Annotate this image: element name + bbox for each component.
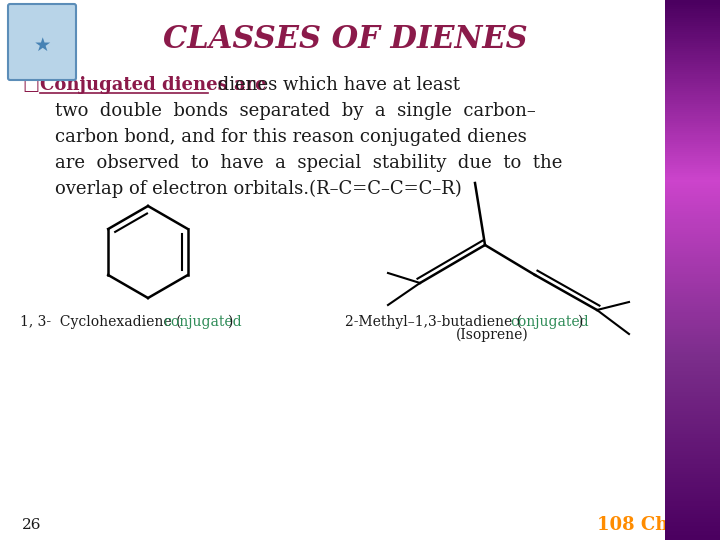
Text: carbon bond, and for this reason conjugated dienes: carbon bond, and for this reason conjuga… <box>55 128 527 146</box>
Text: two  double  bonds  separated  by  a  single  carbon–: two double bonds separated by a single c… <box>55 102 536 120</box>
Text: dienes which have at least: dienes which have at least <box>212 76 460 94</box>
Text: ): ) <box>227 315 233 329</box>
Text: conjugated: conjugated <box>510 315 589 329</box>
Text: □: □ <box>22 76 39 94</box>
Text: (Isoprene): (Isoprene) <box>456 328 528 342</box>
Text: CLASSES OF DIENES: CLASSES OF DIENES <box>163 24 527 56</box>
Text: ★: ★ <box>33 36 50 55</box>
Text: 1, 3-  Cyclohexadiene (: 1, 3- Cyclohexadiene ( <box>20 315 181 329</box>
Text: overlap of electron orbitals.(R–C=C–C=C–R): overlap of electron orbitals.(R–C=C–C=C–… <box>55 180 462 198</box>
Text: are  observed  to  have  a  special  stability  due  to  the: are observed to have a special stability… <box>55 154 562 172</box>
Text: 2-Methyl–1,3-butadiene (: 2-Methyl–1,3-butadiene ( <box>345 315 522 329</box>
Text: 108 Chem: 108 Chem <box>597 516 699 534</box>
Text: 26: 26 <box>22 518 42 532</box>
Text: Conjugated dienes are: Conjugated dienes are <box>40 76 266 94</box>
FancyBboxPatch shape <box>8 4 76 80</box>
Text: conjugated: conjugated <box>163 315 242 329</box>
Text: ): ) <box>577 315 582 329</box>
